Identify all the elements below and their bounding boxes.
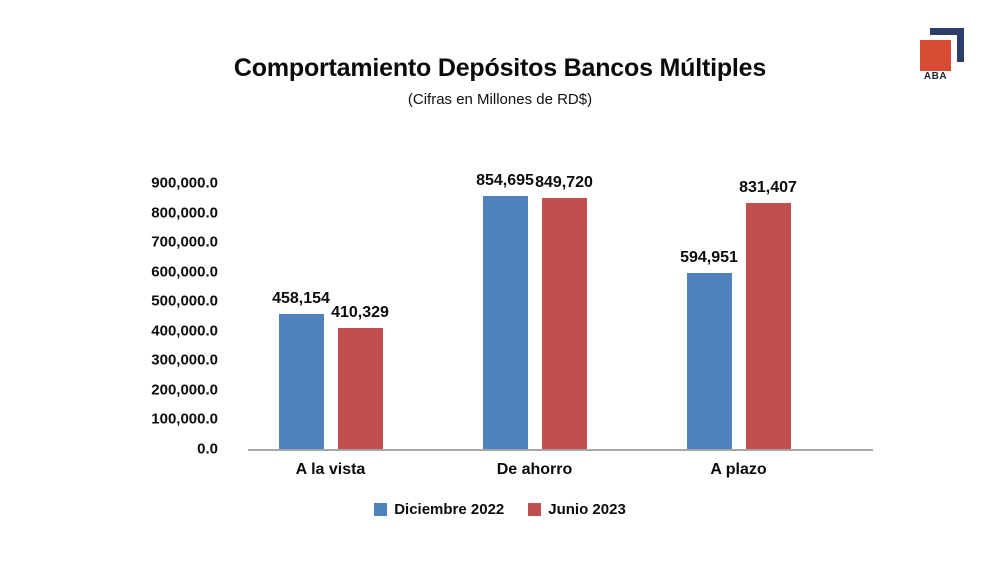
x-axis-category-label-a-la-vista: A la vista [295, 461, 366, 478]
legend-swatch-blue-icon [374, 503, 388, 516]
bar-value-label-junio-2023-a-la-vista: 410,329 [331, 303, 389, 321]
bar-diciembre-2022-a-plazo [686, 273, 732, 449]
y-axis-tick-label: 200,000.0 [151, 381, 218, 399]
logo-corner-bracket-icon [930, 28, 964, 62]
y-axis-tick-label: 700,000.0 [151, 233, 218, 251]
y-axis-tick-label: 900,000.0 [151, 174, 218, 192]
bar-value-label-diciembre-2022-de-ahorro: 854,695 [476, 172, 534, 190]
legend-item-diciembre-2022: Diciembre 2022 [374, 501, 504, 518]
x-axis-line [248, 449, 873, 451]
legend-swatch-red-icon [528, 503, 542, 516]
bar-diciembre-2022-de-ahorro [482, 196, 528, 449]
logo-red-square-icon [920, 40, 951, 71]
chart-title: Comportamiento Depósitos Bancos Múltiple… [233, 54, 767, 82]
bar-value-label-junio-2023-de-ahorro: 849,720 [535, 173, 593, 191]
bar-junio-2023-de-ahorro [541, 197, 587, 449]
legend-item-junio-2023: Junio 2023 [528, 501, 626, 518]
bar-value-label-diciembre-2022-a-plazo: 594,951 [680, 249, 738, 267]
bar-diciembre-2022-a-la-vista [278, 313, 324, 449]
bar-value-label-diciembre-2022-a-la-vista: 458,154 [272, 289, 330, 307]
legend-label: Junio 2023 [548, 501, 626, 518]
y-axis-tick-label: 800,000.0 [151, 204, 218, 222]
y-axis-tick-label: 300,000.0 [151, 351, 218, 369]
aba-logo: ABA [905, 24, 975, 86]
x-axis-category-label-a-plazo: A plazo [710, 461, 767, 478]
bar-junio-2023-a-la-vista [337, 327, 383, 449]
bar-value-label-junio-2023-a-plazo: 831,407 [739, 179, 797, 197]
y-axis-tick-label: 500,000.0 [151, 292, 218, 310]
y-axis-tick-label: 400,000.0 [151, 322, 218, 340]
chart-legend: Diciembre 2022 Junio 2023 [0, 501, 1000, 518]
legend-label: Diciembre 2022 [394, 501, 505, 518]
y-axis-tick-label: 600,000.0 [151, 263, 218, 281]
chart-subtitle: (Cifras en Millones de RD$) [407, 91, 593, 108]
bar-junio-2023-a-plazo [745, 203, 791, 449]
x-axis-category-label-de-ahorro: De ahorro [496, 461, 573, 478]
logo-text: ABA [923, 71, 948, 82]
y-axis-tick-label: 0.0 [197, 440, 218, 458]
y-axis-tick-label: 100,000.0 [151, 410, 218, 428]
